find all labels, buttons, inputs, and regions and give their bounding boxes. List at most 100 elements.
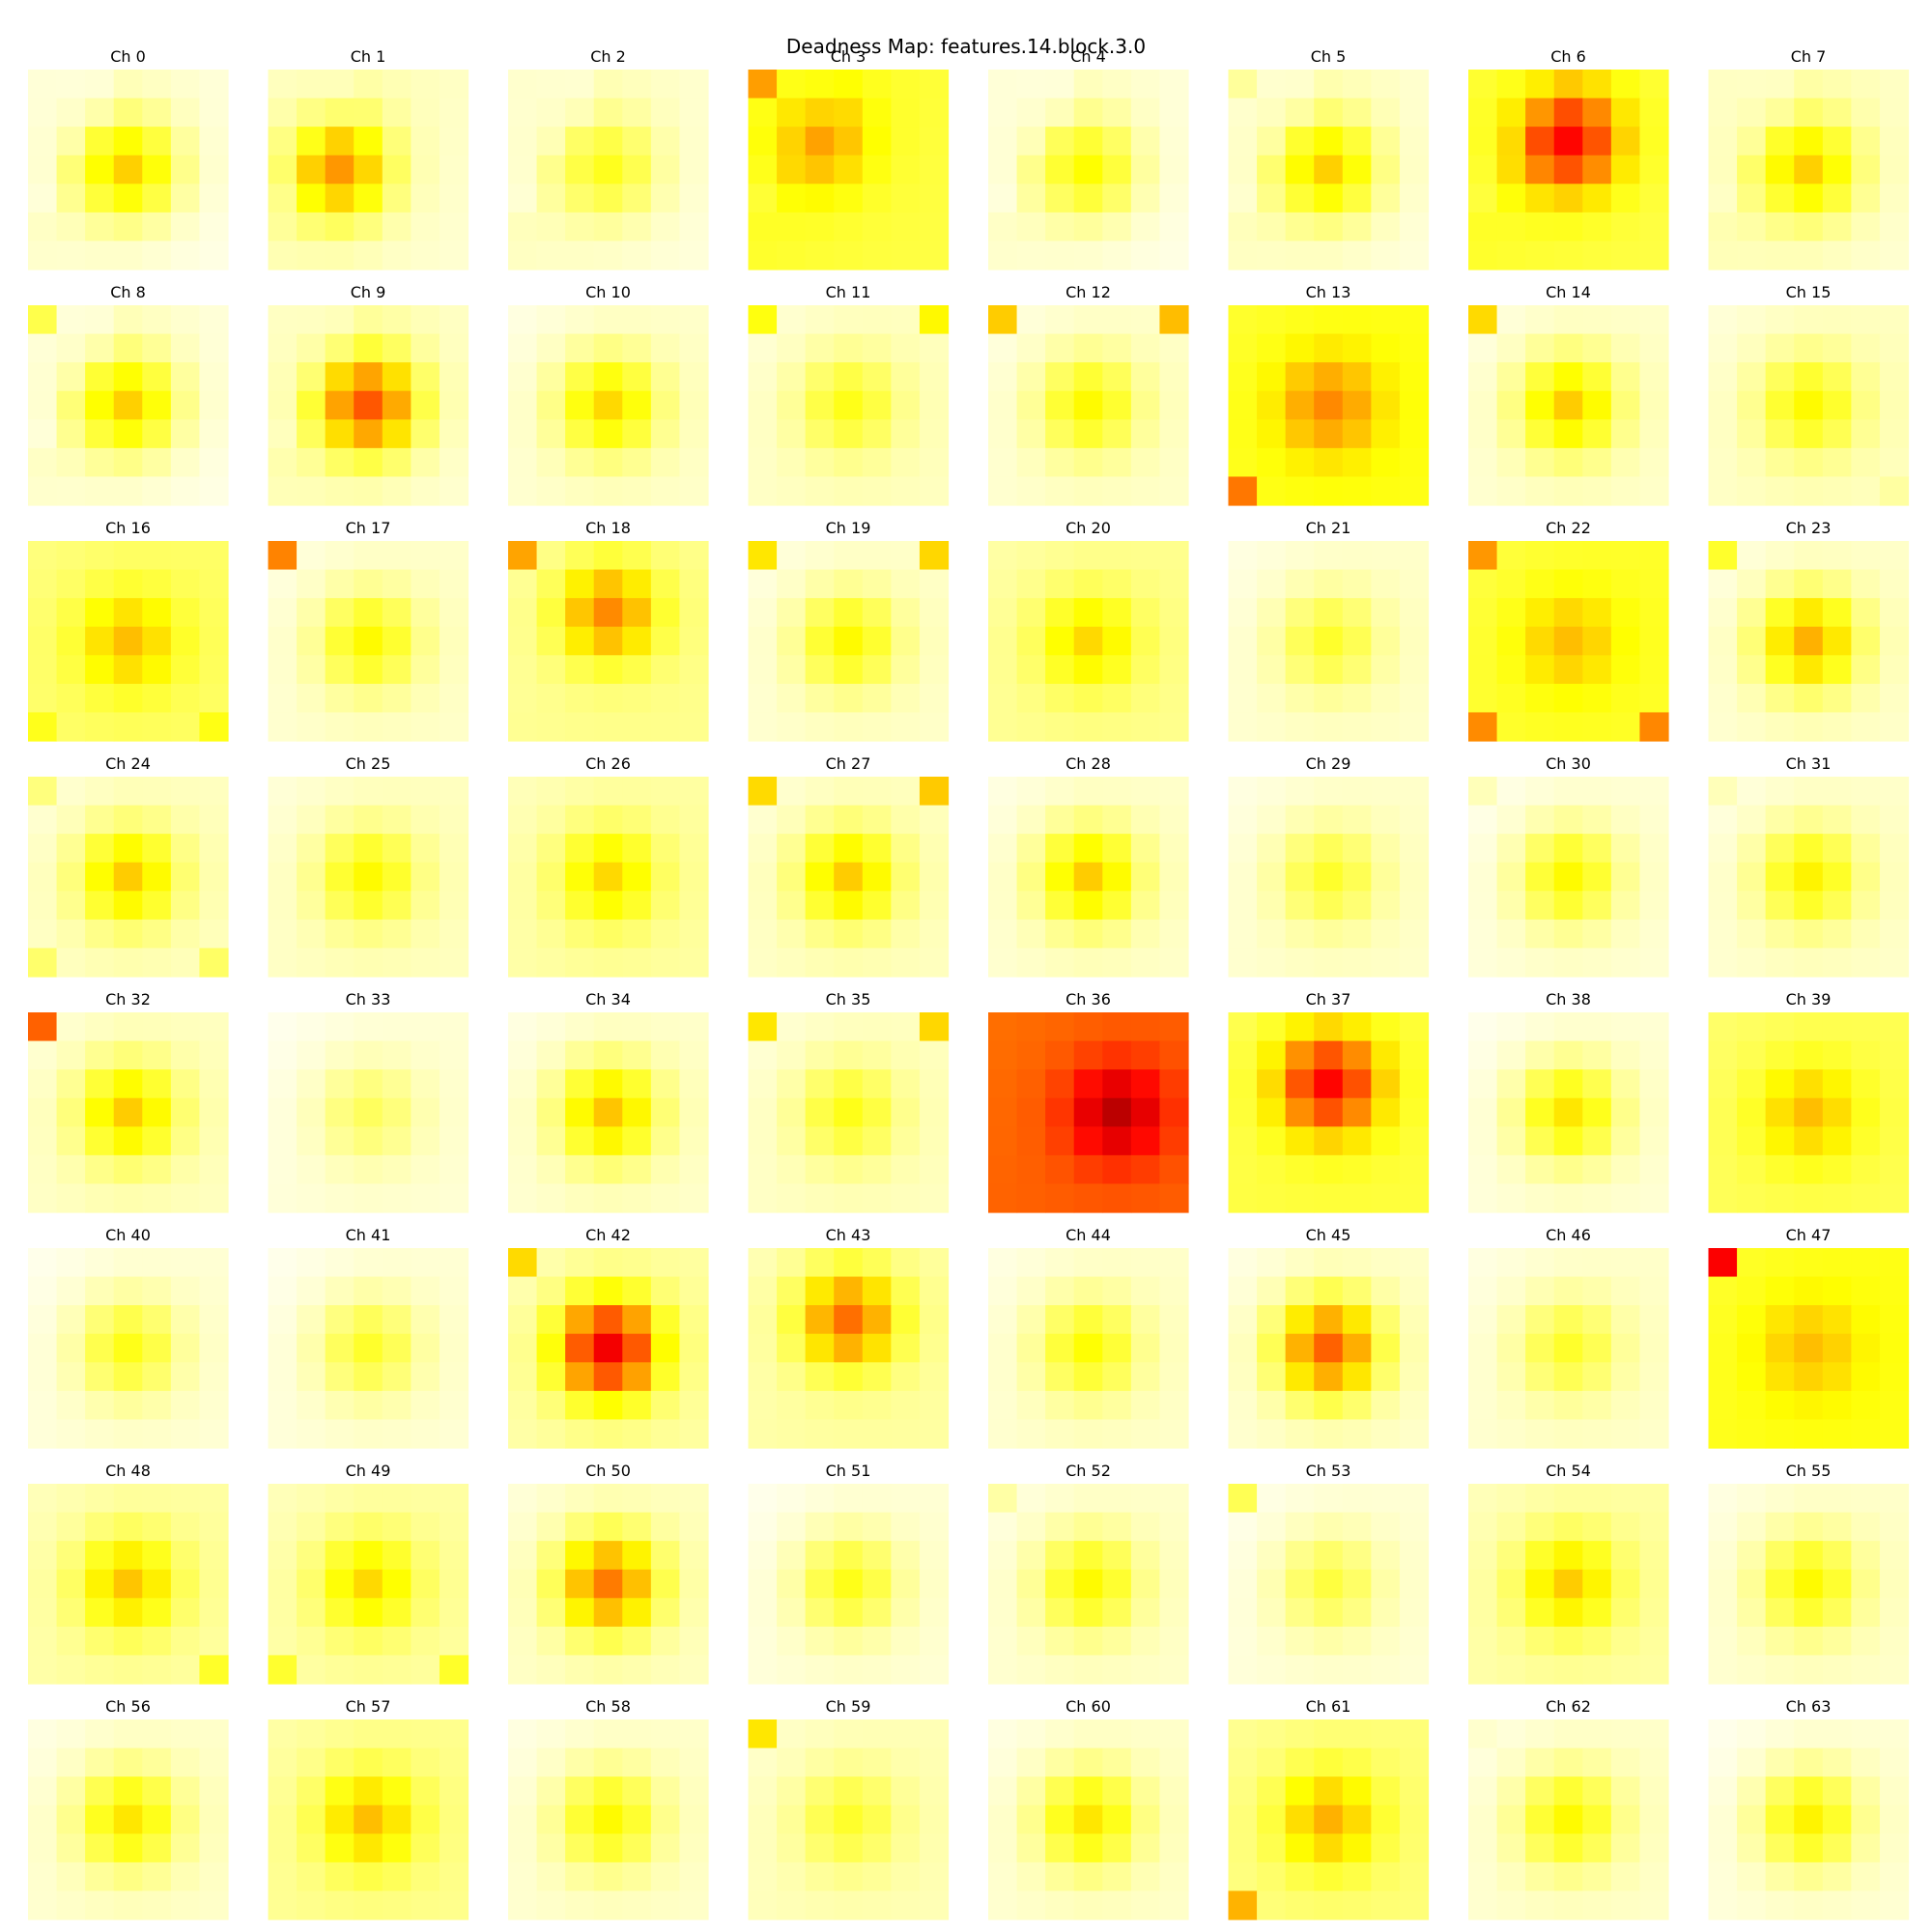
heatmap-cell <box>411 919 440 950</box>
panel-title: Ch 17 <box>346 519 391 537</box>
panel-title: Ch 24 <box>105 754 151 773</box>
heatmap-cell <box>593 1747 623 1777</box>
heatmap-cell <box>439 1861 469 1892</box>
heatmap-cell <box>805 626 835 656</box>
heatmap-cell <box>536 1512 566 1542</box>
heatmap-cell <box>805 655 835 685</box>
heatmap-cell <box>56 305 86 335</box>
heatmap-cell <box>919 1069 950 1099</box>
heatmap-cell <box>679 1719 709 1749</box>
heatmap-cell <box>1468 98 1498 128</box>
heatmap-cell <box>268 862 298 892</box>
heatmap-cell <box>268 655 298 685</box>
heatmap-cell <box>1130 333 1161 363</box>
heatmap-cell <box>1610 333 1641 363</box>
heatmap-cell <box>988 476 1018 506</box>
heatmap-cell <box>536 1097 566 1127</box>
heatmap-cell <box>1371 1154 1401 1185</box>
heatmap-cell <box>1765 155 1795 185</box>
heatmap-cell <box>1342 862 1372 892</box>
heatmap-cell <box>56 1569 86 1599</box>
heatmap-cell <box>1468 127 1498 156</box>
heatmap-cell <box>1228 1390 1258 1421</box>
heatmap-cell <box>268 419 298 449</box>
heatmap-cell <box>988 655 1018 685</box>
heatmap-cell <box>1851 655 1881 685</box>
heatmap-cell <box>1765 1305 1795 1335</box>
heatmap-cell <box>679 333 709 363</box>
heatmap-cell <box>1016 805 1046 835</box>
heatmap-cell <box>1371 212 1401 242</box>
heatmap-cell <box>1257 1362 1287 1392</box>
heatmap-cell <box>777 1419 807 1449</box>
heatmap-cell <box>1765 476 1795 506</box>
heatmap-cell <box>411 184 440 213</box>
heatmap-cell <box>113 1069 143 1099</box>
heatmap-cell <box>1159 98 1189 128</box>
heatmap-cell <box>1851 1305 1881 1335</box>
heatmap-cell <box>1708 541 1738 571</box>
heatmap-cell <box>1851 70 1881 99</box>
heatmap-cell <box>28 212 58 242</box>
heatmap-cell <box>199 1154 229 1185</box>
heatmap-cell <box>411 598 440 628</box>
heatmap-cell <box>1639 1484 1669 1514</box>
heatmap-cell <box>113 184 143 213</box>
heatmap-cell <box>170 1419 201 1449</box>
heatmap-cell <box>1228 948 1258 978</box>
heatmap-cell <box>988 1305 1018 1335</box>
heatmap-cell <box>411 834 440 864</box>
heatmap-cell <box>1765 948 1795 978</box>
heatmap-cell <box>439 1362 469 1392</box>
heatmap-cell <box>1639 1512 1669 1542</box>
heatmap-cell <box>1371 98 1401 128</box>
heatmap-cell <box>919 305 950 335</box>
heatmap-cell <box>28 777 58 807</box>
heatmap-cell <box>1639 1126 1669 1156</box>
heatmap-cell <box>1822 1626 1852 1657</box>
heatmap-cell <box>1610 862 1641 892</box>
panel-title: Ch 63 <box>1786 1697 1832 1716</box>
heatmap-cell <box>834 1069 864 1099</box>
heatmap-cell <box>622 390 652 420</box>
heatmap-cell <box>679 70 709 99</box>
heatmap-cell <box>1130 1183 1161 1213</box>
heatmap-cell <box>748 155 778 185</box>
heatmap-cell <box>593 541 623 571</box>
heatmap-cell <box>988 891 1018 921</box>
heatmap-cell <box>508 1154 538 1185</box>
heatmap-panel: Ch 44 <box>988 1226 1189 1449</box>
heatmap-cell <box>1851 1126 1881 1156</box>
heatmap-cell <box>1073 862 1103 892</box>
heatmap-cell <box>1159 1419 1189 1449</box>
heatmap-cell <box>142 1655 172 1685</box>
heatmap-cell <box>1159 777 1189 807</box>
heatmap-cell <box>1525 1097 1555 1127</box>
heatmap-cell <box>56 834 86 864</box>
heatmap-cell <box>1582 98 1612 128</box>
heatmap-cell <box>1794 70 1824 99</box>
heatmap-cell <box>1130 127 1161 156</box>
heatmap-cell <box>1045 1419 1075 1449</box>
heatmap-cell <box>56 1183 86 1213</box>
heatmap-cell <box>593 569 623 599</box>
heatmap-cell <box>56 362 86 392</box>
heatmap-cell <box>1102 1598 1132 1628</box>
heatmap-cell <box>439 712 469 742</box>
heatmap-cell <box>1285 1861 1315 1892</box>
heatmap-cell <box>354 333 384 363</box>
heatmap-cell <box>85 626 115 656</box>
heatmap-cell <box>28 1747 58 1777</box>
heatmap-cell <box>1851 1655 1881 1685</box>
heatmap-cell <box>1228 1305 1258 1335</box>
heatmap-cell <box>1525 541 1555 571</box>
heatmap-cell <box>565 305 595 335</box>
heatmap-cell <box>382 891 412 921</box>
heatmap-cell <box>1765 683 1795 714</box>
heatmap-cell <box>1639 712 1669 742</box>
heatmap-cell <box>891 1040 921 1070</box>
heatmap-cell <box>650 1012 681 1042</box>
heatmap-cell <box>1257 1512 1287 1542</box>
heatmap-cell <box>1822 834 1852 864</box>
heatmap-cell <box>28 1069 58 1099</box>
